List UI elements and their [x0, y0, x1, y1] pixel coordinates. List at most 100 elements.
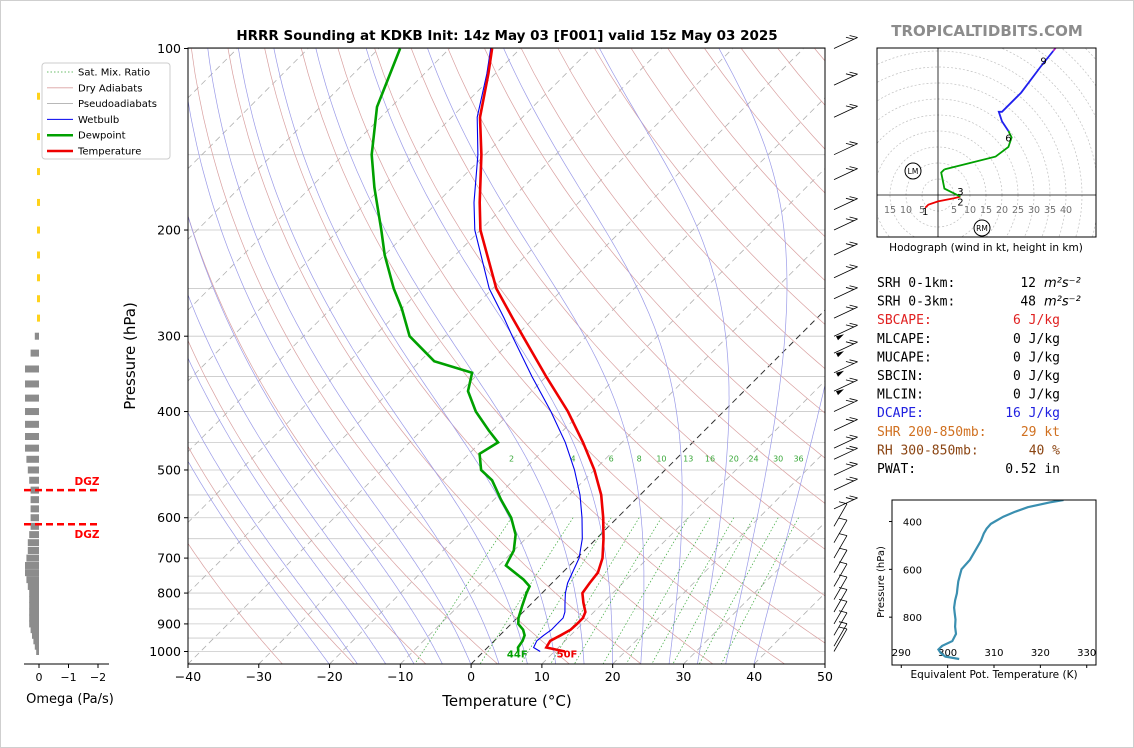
barb-feather: [845, 105, 855, 109]
barb-feather: [849, 285, 858, 289]
isotherm: [824, 663, 825, 664]
index-value: 0.52 in: [1005, 462, 1060, 477]
theta-x-tick-label: 330: [1077, 648, 1096, 659]
wind-barb: [833, 417, 858, 431]
wind-barb: [833, 304, 858, 319]
barb-staff: [833, 519, 848, 543]
barb-staff: [833, 601, 848, 625]
index-value: 0 J/kg: [1013, 369, 1060, 384]
hodo-segment: [924, 195, 961, 209]
dry-adiabat: [337, 48, 825, 644]
index-row: SRH 0-3km: 48 m²s⁻²: [877, 295, 1081, 310]
barb-feather: [845, 341, 855, 345]
barb-feather: [849, 377, 858, 381]
y-tick-label: 600: [157, 510, 181, 525]
wind-barb: [833, 561, 848, 587]
barb-feather: [845, 447, 855, 451]
chart-title: HRRR Sounding at KDKB Init: 14z May 03 […: [236, 28, 777, 44]
index-label: DCAPE:: [877, 406, 924, 421]
barb-feather: [849, 166, 858, 170]
wind-barb: [833, 339, 858, 358]
hodo-height-label: 6: [1005, 133, 1011, 144]
index-row: SRH 0-1km: 12 m²s⁻²: [877, 276, 1081, 291]
dry-adiabat: [191, 48, 570, 664]
omega-bar: [25, 444, 39, 452]
hodo-height-label: 1: [922, 207, 928, 218]
index-value: 0 J/kg: [1013, 388, 1060, 403]
omega-bar: [30, 349, 39, 357]
wind-barbs: [833, 35, 858, 652]
index-row: SBCAPE: 6 J/kg: [877, 313, 1060, 328]
mixing-ratio-line: [550, 517, 640, 664]
dry-adiabat: [374, 48, 825, 597]
barb-feather: [849, 35, 858, 38]
omega-bar: [26, 554, 39, 562]
dry-adiabat: [188, 214, 499, 664]
hodo-height-label: 9: [1040, 57, 1046, 68]
index-label: MLCIN:: [877, 388, 924, 403]
index-row: SBCIN: 0 J/kg: [877, 369, 1060, 384]
mixing-ratio-line: [520, 517, 612, 664]
omega-x-tick-label: 0: [36, 671, 43, 684]
wind-barb: [833, 264, 858, 279]
index-row: MUCAPE: 0 J/kg: [877, 350, 1060, 365]
wind-barb: [833, 285, 858, 300]
index-row: MLCIN: 0 J/kg: [877, 388, 1060, 403]
x-tick-label: 30: [675, 669, 691, 684]
pseudoadiabat: [188, 293, 415, 664]
barb-staff: [833, 447, 858, 460]
index-row: SHR 200-850mb: 29 kt: [877, 425, 1060, 440]
barb-staff: [833, 37, 858, 49]
omega-bar: [25, 420, 39, 428]
omega-bar: [25, 380, 39, 388]
omega-bar: [27, 582, 39, 590]
index-value: 6 J/kg: [1013, 313, 1060, 328]
omega-bar: [30, 486, 39, 494]
hodo-ring-label: 25: [1012, 205, 1024, 216]
wind-barb: [833, 495, 858, 510]
wind-barb: [833, 241, 858, 256]
pseudoadiabat: [365, 48, 613, 664]
isotherm: [682, 521, 825, 664]
barb-pennant: [836, 370, 844, 377]
hodo-ring-label: 10: [964, 205, 976, 216]
pseudoadiabat: [718, 48, 788, 664]
wind-barb: [833, 574, 848, 600]
hodograph-trace: 1 23 6 9 LM RM: [904, 48, 1057, 237]
barb-staff: [833, 549, 848, 573]
dry-adiabat: [814, 48, 825, 62]
index-value: 12: [1020, 276, 1036, 291]
omega-bar: [25, 561, 39, 569]
index-value: 29 kt: [1021, 425, 1060, 440]
wind-barb: [833, 461, 858, 476]
isotherm: [329, 168, 825, 664]
skewt-ylabel: Pressure (hPa): [121, 302, 139, 410]
mixing-ratio-line: [698, 517, 779, 664]
mixing-ratio-label: 2: [509, 455, 514, 464]
barb-feather: [838, 599, 848, 602]
barb-staff: [833, 324, 858, 337]
isotherm: [612, 451, 825, 664]
wind-barb: [833, 476, 858, 491]
hodograph-caption: Hodograph (wind in kt, height in km): [889, 242, 1083, 254]
barb-staff: [833, 143, 858, 156]
y-tick-label: 900: [157, 616, 181, 631]
x-tick-label: −20: [316, 669, 342, 684]
barb-feather: [849, 445, 858, 449]
barb-feather: [849, 434, 858, 438]
pseudoadiabat: [427, 48, 645, 664]
omega-bar: [37, 274, 40, 282]
barb-staff: [833, 400, 858, 412]
barb-feather: [845, 287, 855, 290]
legend-label: Dry Adiabats: [78, 83, 142, 94]
pseudoadiabat: [315, 48, 585, 664]
y-tick-label: 400: [157, 404, 181, 419]
y-tick-label: 500: [157, 462, 181, 477]
x-tick-label: 40: [746, 669, 762, 684]
barb-feather: [838, 517, 848, 521]
barb-staff: [833, 589, 848, 613]
skewt-xlabel: Temperature (°C): [441, 692, 571, 710]
dry-adiabat: [188, 339, 427, 664]
omega-bar: [36, 648, 39, 655]
barb-feather: [845, 463, 855, 467]
